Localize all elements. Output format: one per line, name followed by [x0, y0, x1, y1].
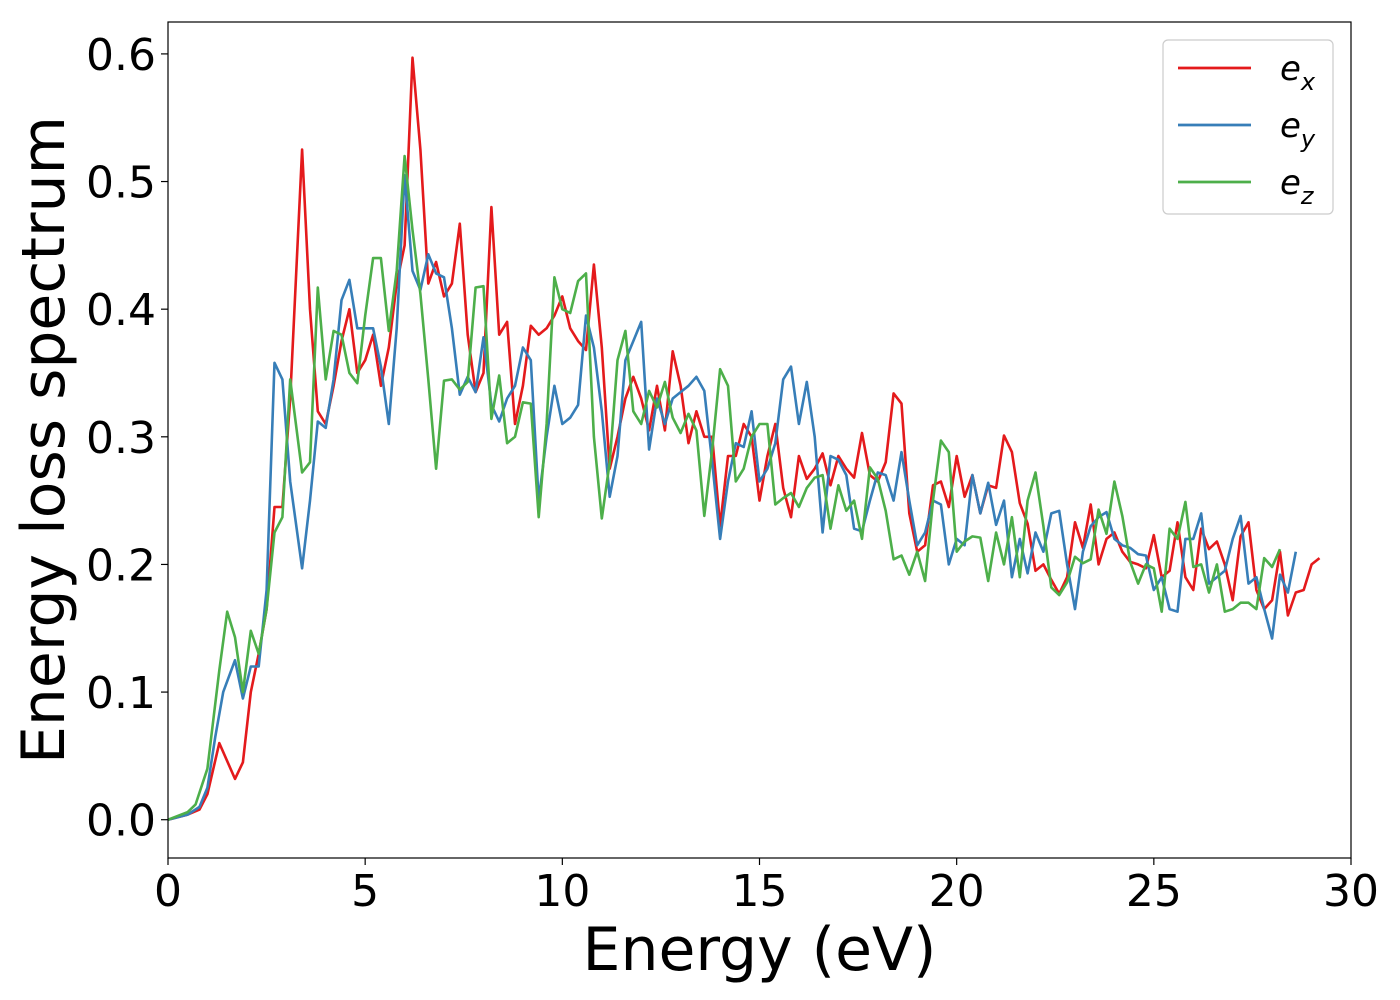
y-tick-label: 0.2 [86, 540, 156, 591]
y-tick-label: 0.0 [86, 796, 156, 847]
legend-label-ex: ex [1280, 49, 1316, 96]
series-line-ex [167, 56, 1321, 821]
legend: ex ey ez [1162, 39, 1334, 215]
legend-label-ey: ey [1280, 106, 1316, 153]
legend-box [1162, 39, 1334, 215]
y-tick-label: 0.6 [86, 30, 156, 81]
x-tick-label: 25 [1126, 866, 1182, 917]
x-tick-label: 5 [351, 866, 379, 917]
x-tick-label: 30 [1323, 866, 1379, 917]
series-layer [167, 56, 1321, 821]
legend-label-ez: ez [1280, 163, 1315, 210]
x-tick-label: 20 [929, 866, 985, 917]
x-axis-label: Energy (eV) [583, 915, 937, 985]
y-tick-label: 0.3 [86, 413, 156, 464]
x-tick-label: 0 [154, 866, 182, 917]
x-tick-label: 15 [732, 866, 788, 917]
y-tick-label: 0.1 [86, 668, 156, 719]
y-axis-label: Energy loss spectrum [9, 116, 79, 764]
x-axis: 0 5 10 15 20 25 30 [154, 858, 1379, 917]
y-tick-label: 0.5 [86, 158, 156, 209]
series-line-ez [167, 154, 1282, 821]
x-tick-label: 10 [534, 866, 590, 917]
y-axis: 0.0 0.1 0.2 0.3 0.4 0.5 0.6 [86, 30, 168, 847]
plot-area [168, 22, 1351, 858]
series-line-ey [167, 173, 1298, 821]
y-tick-label: 0.4 [86, 285, 156, 336]
